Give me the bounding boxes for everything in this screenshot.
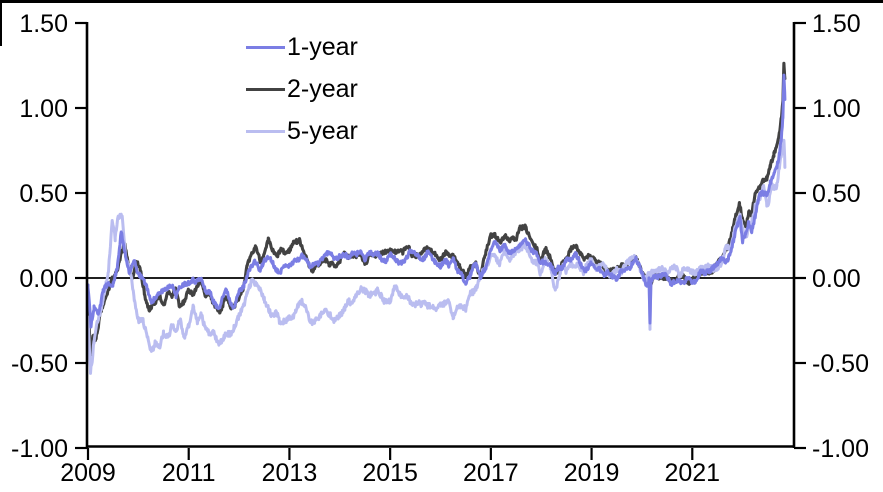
y-axis-label-right: 1.00 bbox=[812, 95, 861, 123]
legend-line-swatch-1-year bbox=[246, 45, 285, 49]
legend-label-2-year: 2-year bbox=[287, 74, 358, 103]
series-line-2-year bbox=[86, 61, 787, 363]
card-top-border bbox=[0, 0, 883, 3]
x-axis-label: 2015 bbox=[362, 459, 418, 487]
x-axis-label: 2017 bbox=[463, 459, 519, 487]
x-axis-label: 2021 bbox=[664, 459, 720, 487]
legend-label-1-year: 1-year bbox=[287, 32, 358, 61]
chart-legend: 1-year 2-year 5-year bbox=[246, 26, 358, 152]
y-axis-label-left: 0.50 bbox=[19, 180, 68, 208]
y-axis-label-left: 1.50 bbox=[19, 10, 68, 38]
series-line-1-year bbox=[86, 73, 787, 329]
x-axis-label: 2013 bbox=[262, 459, 318, 487]
card-corner-mark bbox=[0, 0, 2, 46]
x-axis-label: 2019 bbox=[564, 459, 620, 487]
x-axis-label: 2011 bbox=[162, 459, 216, 487]
y-axis-label-left: -0.50 bbox=[11, 350, 68, 378]
legend-line-swatch-5-year bbox=[246, 129, 285, 133]
series-line-5-year bbox=[86, 138, 787, 375]
legend-label-5-year: 5-year bbox=[287, 116, 358, 145]
legend-item-5-year: 5-year bbox=[246, 110, 358, 152]
y-axis-label-right: 1.50 bbox=[812, 10, 861, 38]
y-axis-label-left: 1.00 bbox=[19, 95, 68, 123]
y-axis-label-right: 0.50 bbox=[812, 180, 861, 208]
y-axis-label-right: 0.00 bbox=[812, 265, 861, 293]
legend-item-1-year: 1-year bbox=[246, 26, 358, 68]
y-axis-label-left: -1.00 bbox=[11, 435, 68, 463]
legend-line-swatch-2-year bbox=[246, 87, 285, 91]
legend-item-2-year: 2-year bbox=[246, 68, 358, 110]
x-axis-label: 2009 bbox=[60, 459, 116, 487]
y-axis-label-right: -0.50 bbox=[812, 350, 869, 378]
y-axis-label-right: -1.00 bbox=[812, 435, 869, 463]
y-axis-label-left: 0.00 bbox=[19, 265, 68, 293]
